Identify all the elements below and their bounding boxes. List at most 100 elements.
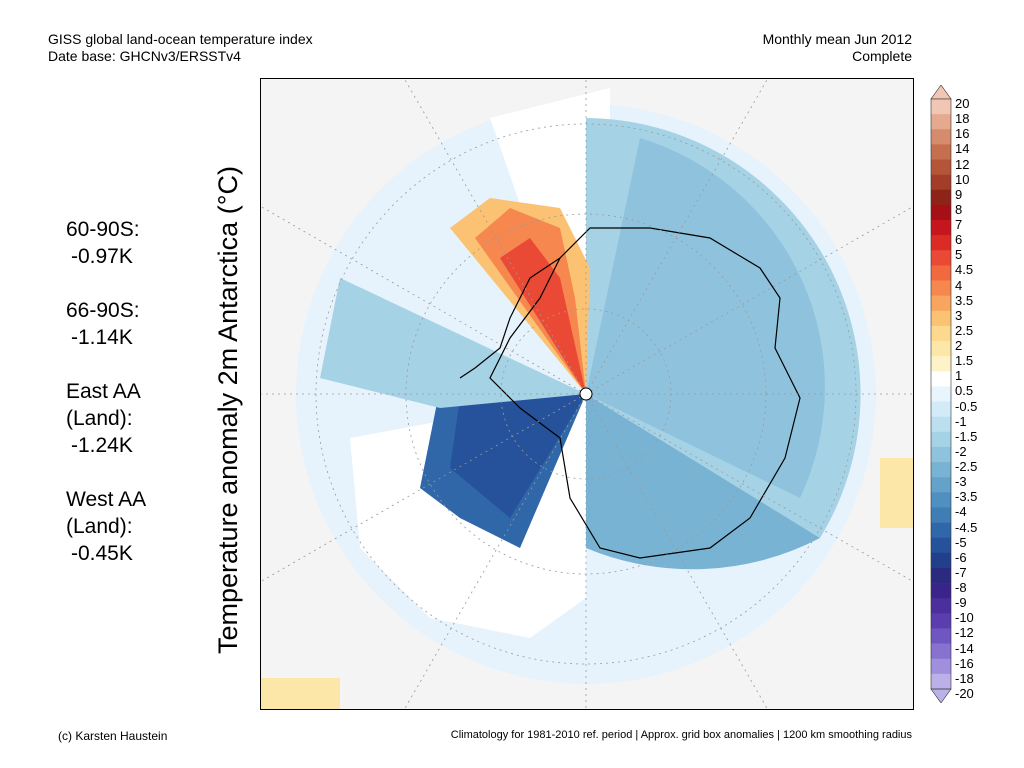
colorbar-bottom-arrow — [930, 688, 952, 703]
methodology-note: Climatology for 1981-2010 ref. period | … — [450, 729, 912, 741]
colorbar-swatch — [931, 416, 951, 433]
y-axis-label: Temperature anomaly 2m Antarctica (°C) — [213, 166, 243, 654]
colorbar-tick-label: -9 — [955, 595, 967, 611]
colorbar-tick-label: 5 — [955, 247, 963, 263]
colorbar-tick-label: -5 — [955, 534, 967, 550]
colorbar-swatch — [931, 310, 951, 327]
colorbar-tick-label: -1.5 — [955, 428, 978, 444]
colorbar-swatch — [931, 129, 951, 145]
colorbar-tick-label: -10 — [955, 610, 974, 626]
copyright-label: (c) Karsten Haustein — [58, 729, 168, 743]
colorbar-swatch — [931, 567, 951, 584]
stat-key: 60-90S: — [66, 218, 140, 241]
stat-west-aa: West AA (Land): -0.45K — [66, 486, 161, 567]
colorbar-tick-label: 9 — [955, 186, 963, 202]
colorbar — [930, 85, 952, 703]
antarctica-coastline — [489, 227, 801, 559]
colorbar-swatch — [931, 522, 951, 539]
colorbar-tick-label: 14 — [955, 141, 970, 157]
anomaly-patch-bottom-left — [260, 678, 340, 710]
colorbar-swatch — [931, 220, 951, 236]
colorbar-swatch — [931, 492, 951, 508]
stat-value: -1.14K — [71, 326, 133, 349]
colorbar-tick-label: 18 — [955, 111, 970, 127]
header-left: GISS global land-ocean temperature index… — [48, 31, 313, 65]
colorbar-swatch — [931, 114, 951, 130]
colorbar-tick-label: 2.5 — [955, 322, 974, 338]
colorbar-tick-label: 1.5 — [955, 353, 974, 369]
stat-value: -1.24K — [71, 434, 133, 457]
colorbar-swatch — [931, 673, 951, 690]
colorbar-tick-label: -4 — [955, 504, 967, 520]
colorbar-swatch — [931, 325, 951, 342]
header-right: Monthly mean Jun 2012 Complete — [763, 31, 912, 65]
colorbar-tick-label: 1 — [955, 368, 963, 384]
stat-key: West AA (Land): — [66, 488, 145, 538]
colorbar-tick-label: -6 — [955, 549, 967, 565]
colorbar-swatch — [931, 598, 951, 614]
colorbar-swatch — [931, 507, 951, 523]
status-label: Complete — [852, 48, 912, 64]
map-svg — [260, 78, 914, 710]
colorbar-top-arrow — [930, 85, 952, 100]
colorbar-tick-label: 12 — [955, 156, 970, 172]
stat-value: -0.45K — [71, 542, 133, 565]
map-title: GISS global land-ocean temperature index — [48, 31, 313, 47]
stat-key: 66-90S: — [66, 299, 140, 322]
colorbar-swatch — [931, 371, 951, 387]
colorbar-tick-label: -8 — [955, 580, 967, 596]
stat-key: East AA (Land): — [66, 380, 140, 430]
anomaly-south-sector — [586, 394, 820, 570]
colorbar-tick-label: -7 — [955, 564, 967, 580]
colorbar-tick-label: -0.5 — [955, 398, 978, 414]
anomaly-darkest-sector — [450, 394, 586, 518]
period-label: Monthly mean Jun 2012 — [762, 31, 912, 47]
colorbar-swatch — [931, 250, 951, 266]
colorbar-swatch — [931, 552, 951, 569]
colorbar-swatch — [931, 537, 951, 554]
colorbar-swatch — [931, 613, 951, 629]
stat-66-90s: 66-90S: -1.14K — [66, 297, 161, 351]
colorbar-swatch — [931, 235, 951, 251]
colorbar-tick-label: 2 — [955, 338, 963, 354]
colorbar-tick-label: -4.5 — [955, 519, 978, 535]
anomaly-patch-right — [880, 458, 914, 528]
colorbar-tick-label: -3 — [955, 474, 967, 490]
colorbar-tick-label: 20 — [955, 96, 970, 111]
colorbar-tick-label: 7 — [955, 217, 963, 233]
colorbar-tick-label: 3.5 — [955, 292, 974, 308]
colorbar-swatch — [931, 477, 951, 493]
stat-east-aa: East AA (Land): -1.24K — [66, 378, 161, 459]
colorbar-swatch — [931, 583, 951, 599]
graticule-meridians — [260, 78, 914, 710]
antarctica-anomaly-map — [260, 78, 914, 710]
colorbar-tick-label: -12 — [955, 625, 974, 641]
colorbar-tick-label: 4 — [955, 277, 963, 293]
colorbar-tick-label: -16 — [955, 655, 974, 671]
colorbar-swatch — [931, 204, 951, 221]
colorbar-swatch — [931, 431, 951, 448]
colorbar-tick-label: -14 — [955, 640, 974, 656]
colorbar-tick-label: 4.5 — [955, 262, 974, 278]
colorbar-swatch — [931, 341, 951, 357]
anomaly-pacific-sector — [320, 278, 586, 408]
colorbar-swatch — [931, 386, 951, 402]
colorbar-tick-label: -1 — [955, 413, 967, 429]
anomaly-warm-inner — [500, 238, 586, 394]
peninsula-coastline — [459, 257, 561, 379]
south-pole-marker — [579, 387, 593, 401]
colorbar-swatch — [931, 462, 951, 478]
colorbar-swatch — [931, 280, 951, 296]
colorbar-swatch — [931, 628, 951, 644]
stat-60-90s: 60-90S: -0.97K — [66, 216, 161, 270]
colorbar-swatch — [931, 295, 951, 312]
colorbar-swatch — [931, 446, 951, 463]
colorbar-swatch — [931, 99, 951, 115]
colorbar-swatch — [931, 658, 951, 675]
colorbar-tick-label: -2 — [955, 443, 967, 459]
colorbar-tick-label: 0.5 — [955, 383, 974, 399]
map-frame — [260, 78, 914, 710]
colorbar-tick-label: -2.5 — [955, 459, 978, 475]
colorbar-tick-label: 6 — [955, 232, 963, 248]
colorbar-swatch — [931, 643, 951, 660]
